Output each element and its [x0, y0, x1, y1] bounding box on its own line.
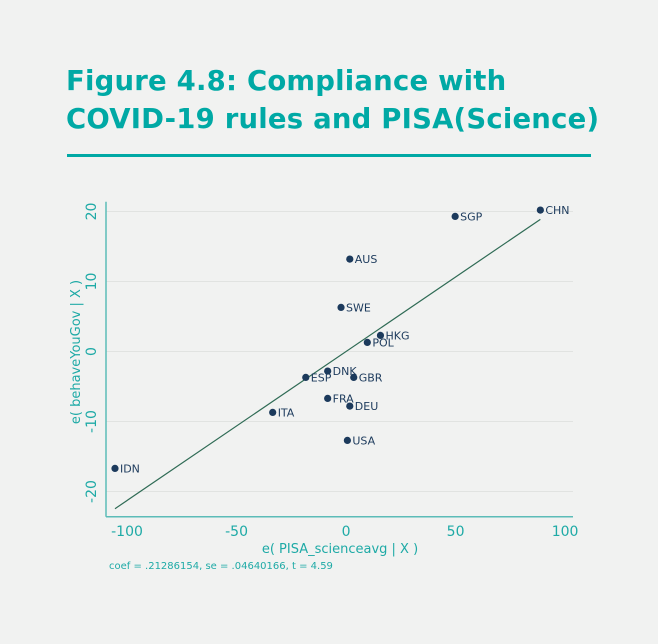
point-label: GBR — [359, 371, 383, 384]
data-point — [111, 464, 119, 472]
x-tick-label: 0 — [342, 524, 351, 540]
data-point — [346, 255, 354, 263]
data-point — [346, 402, 354, 410]
data-point — [343, 436, 351, 444]
point-label: HKG — [385, 329, 409, 342]
title-line-1: Figure 4.8: Compliance with — [66, 65, 507, 97]
data-point — [536, 206, 544, 214]
data-point — [376, 331, 385, 339]
title-divider — [67, 154, 591, 157]
point-label: AUS — [355, 253, 378, 266]
point-label: USA — [352, 434, 375, 447]
figure-title: Figure 4.8: Compliance with COVID-19 rul… — [66, 62, 599, 138]
point-label: FRA — [333, 392, 355, 405]
regression-note: coef = .21286154, se = .04640166, t = 4.… — [109, 561, 333, 572]
y-tick-label: 10 — [84, 273, 100, 291]
title-line-2: COVID-19 rules and PISA(Science) — [66, 103, 600, 135]
y-tick-label: -10 — [84, 410, 100, 433]
x-tick-label: -100 — [111, 524, 143, 540]
point-label: ITA — [278, 406, 295, 419]
y-tick-label: 0 — [84, 347, 100, 356]
point-label: SGP — [460, 210, 483, 223]
y-axis-label: e( behaveYouGov | X ) — [69, 280, 84, 424]
point-label: DNK — [333, 365, 358, 378]
x-tick-label: 100 — [552, 524, 579, 540]
point-label: ESP — [311, 371, 332, 384]
point-label: IDN — [120, 462, 140, 475]
x-tick-label: -50 — [225, 524, 248, 540]
x-tick-label: 50 — [447, 524, 465, 540]
y-tick-label: -20 — [84, 480, 100, 503]
data-point — [451, 212, 459, 220]
point-label: DEU — [355, 400, 378, 413]
data-point — [302, 373, 310, 381]
point-label: CHN — [545, 204, 569, 217]
y-tick-label: 20 — [84, 203, 100, 221]
data-point — [337, 303, 345, 311]
point-label: POL — [372, 336, 394, 349]
data-point — [269, 408, 277, 416]
data-point — [324, 394, 332, 402]
point-label: SWE — [346, 301, 371, 314]
fit-line — [114, 218, 541, 510]
data-point — [363, 338, 371, 346]
x-axis-label: e( PISA_scienceavg | X ) — [262, 542, 418, 557]
data-point — [324, 367, 332, 375]
data-point — [350, 373, 358, 381]
